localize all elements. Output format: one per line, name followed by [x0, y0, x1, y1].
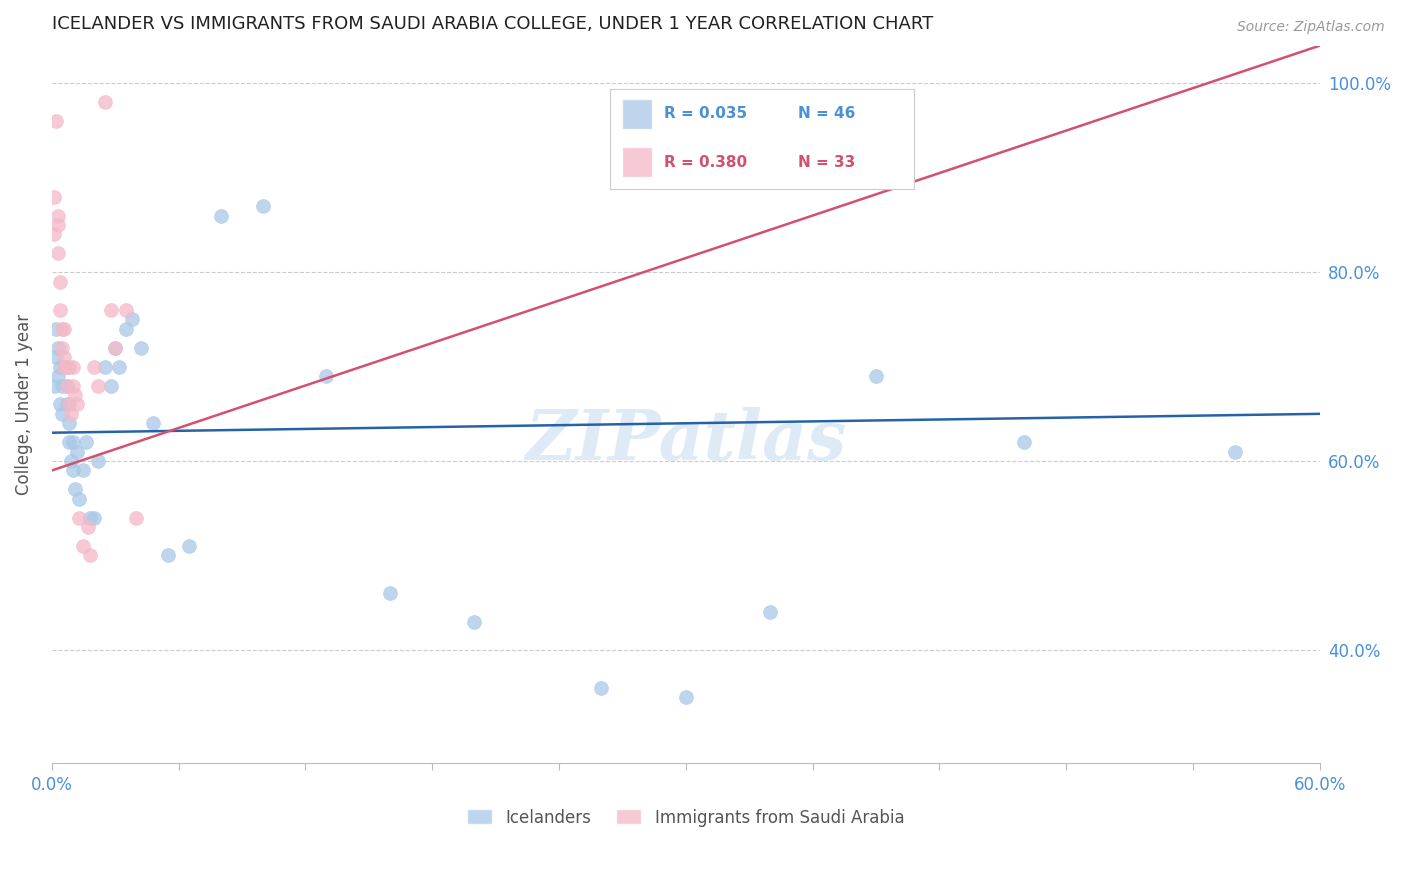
Point — [142, 417, 165, 431]
Point — [83, 510, 105, 524]
Point — [591, 681, 613, 695]
Point — [63, 483, 86, 497]
Point — [156, 549, 179, 563]
Y-axis label: College, Under 1 year: College, Under 1 year — [15, 314, 32, 495]
Point — [125, 510, 148, 524]
Point — [46, 246, 69, 260]
Point — [463, 615, 485, 629]
Point — [49, 359, 72, 374]
Point — [100, 378, 122, 392]
Point — [49, 303, 72, 318]
Point — [53, 359, 76, 374]
Point — [55, 359, 77, 374]
Point — [59, 454, 82, 468]
Point — [114, 303, 136, 318]
Point — [252, 199, 274, 213]
Point — [83, 359, 105, 374]
Point — [121, 312, 143, 326]
Point — [759, 605, 782, 619]
Point — [79, 510, 101, 524]
Point — [66, 444, 89, 458]
Point — [49, 397, 72, 411]
Point — [104, 341, 127, 355]
Point — [45, 322, 67, 336]
Point — [51, 407, 73, 421]
Text: ICELANDER VS IMMIGRANTS FROM SAUDI ARABIA COLLEGE, UNDER 1 YEAR CORRELATION CHAR: ICELANDER VS IMMIGRANTS FROM SAUDI ARABI… — [52, 15, 934, 33]
Point — [46, 209, 69, 223]
Point — [1223, 444, 1246, 458]
Point — [58, 435, 80, 450]
Point — [87, 378, 110, 392]
Point — [108, 359, 131, 374]
Point — [67, 510, 90, 524]
Point — [58, 417, 80, 431]
Point — [51, 378, 73, 392]
Point — [75, 435, 97, 450]
Point — [378, 586, 401, 600]
Point — [58, 397, 80, 411]
Point — [45, 114, 67, 128]
Point — [675, 690, 697, 704]
Point — [58, 359, 80, 374]
Point — [62, 378, 84, 392]
Point — [865, 369, 887, 384]
Point — [46, 341, 69, 355]
Point — [46, 369, 69, 384]
Point — [49, 275, 72, 289]
Point — [51, 341, 73, 355]
Point — [66, 397, 89, 411]
Text: ZIPatlas: ZIPatlas — [524, 407, 846, 474]
Point — [209, 209, 232, 223]
Point — [62, 359, 84, 374]
Text: Source: ZipAtlas.com: Source: ZipAtlas.com — [1237, 20, 1385, 34]
Point — [62, 463, 84, 477]
Point — [42, 190, 65, 204]
Point — [100, 303, 122, 318]
Point — [45, 350, 67, 364]
Point — [42, 378, 65, 392]
Point — [72, 463, 94, 477]
Point — [46, 218, 69, 232]
Point — [63, 388, 86, 402]
Point — [53, 359, 76, 374]
Point — [79, 549, 101, 563]
Point — [179, 539, 201, 553]
Point — [1012, 435, 1035, 450]
Point — [51, 322, 73, 336]
Point — [42, 227, 65, 242]
Legend: Icelanders, Immigrants from Saudi Arabia: Icelanders, Immigrants from Saudi Arabia — [467, 808, 904, 827]
Point — [129, 341, 152, 355]
Point — [67, 491, 90, 506]
Point — [72, 539, 94, 553]
Point — [114, 322, 136, 336]
Point — [104, 341, 127, 355]
Point — [55, 378, 77, 392]
Point — [55, 397, 77, 411]
Point — [315, 369, 337, 384]
Point — [55, 378, 77, 392]
Point — [93, 359, 115, 374]
Point — [87, 454, 110, 468]
Point — [76, 520, 98, 534]
Point — [53, 350, 76, 364]
Point — [62, 435, 84, 450]
Point — [93, 95, 115, 110]
Point — [53, 322, 76, 336]
Point — [59, 407, 82, 421]
